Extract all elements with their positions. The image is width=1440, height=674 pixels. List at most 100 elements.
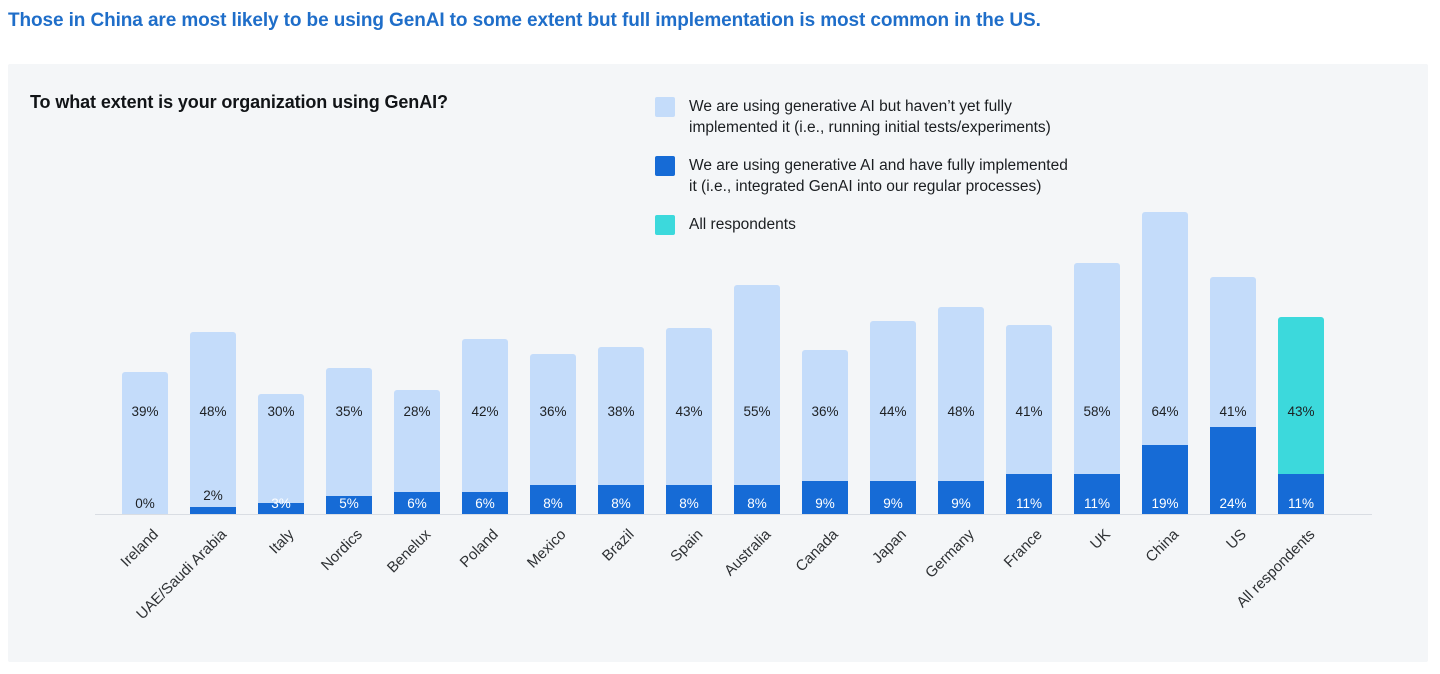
stacked-bar — [1278, 317, 1324, 514]
bar-segment-full — [1142, 444, 1188, 514]
bar-column: 48% 9% Germany — [922, 184, 995, 582]
x-axis-label: Ireland — [117, 526, 163, 571]
legend-item: We are using generative AI and have full… — [655, 155, 1068, 197]
bar-value-partial-label: 48% — [947, 404, 975, 419]
bar-segment-full — [190, 506, 236, 514]
bar-value-partial-label: 28% — [403, 404, 431, 419]
bar-value-partial-label: 39% — [131, 404, 159, 419]
legend-label: We are using generative AI but haven’t y… — [689, 98, 1051, 136]
bar-value-full-label: 6% — [407, 496, 427, 511]
bar-segment-full — [598, 484, 644, 514]
bar-value-full-label: 5% — [339, 496, 359, 511]
stacked-bar — [462, 339, 508, 514]
bar-segment-partial — [190, 332, 236, 507]
x-axis-label: Japan — [869, 526, 911, 567]
bar-column: 42% 6% Poland — [451, 184, 519, 571]
stacked-bar — [1074, 262, 1120, 514]
bar-value-full-label: 8% — [747, 496, 767, 511]
stacked-bar — [1142, 211, 1188, 514]
stacked-bar — [870, 321, 916, 514]
plot-area: 39% 0% Ireland 48% 2% UAE/Saudi Arabia 30% 3% It… — [8, 64, 1428, 662]
x-axis-label: France — [1000, 526, 1047, 572]
bar-segment-full — [1006, 473, 1052, 514]
x-axis-label: Nordics — [318, 526, 367, 574]
bar-segment-full — [1210, 426, 1256, 514]
bar-value-full-label: 8% — [543, 496, 563, 511]
bar-segment-full — [938, 481, 984, 514]
bar-segment-full — [394, 492, 440, 514]
bar-value-full-label: 3% — [271, 496, 291, 511]
legend-swatch-icon — [655, 156, 675, 176]
bar-column: 36% 9% Canada — [791, 184, 859, 575]
bar-segment-partial — [326, 368, 372, 496]
bar-column: 41% 24% US — [1199, 184, 1267, 553]
stacked-bar — [666, 328, 712, 514]
stacked-bar — [1006, 324, 1052, 514]
bar-segment-full — [1278, 473, 1324, 514]
bar-value-partial-label: 55% — [743, 404, 771, 419]
x-axis-label: Mexico — [524, 526, 571, 572]
bar-value-full-label: 11% — [1015, 496, 1043, 511]
bar-value-full-label: 8% — [679, 496, 699, 511]
x-axis-label: Poland — [456, 526, 503, 572]
stacked-bar — [530, 353, 576, 514]
bar-segment-partial — [1210, 277, 1256, 427]
bar-value-partial-label: 42% — [471, 404, 499, 419]
bar-segment-full — [462, 492, 508, 514]
x-axis-label: Australia — [720, 526, 775, 580]
bar-column: 44% 9% Japan — [859, 184, 927, 567]
x-axis-label: Brazil — [599, 526, 639, 565]
x-axis-label: Spain — [666, 526, 707, 566]
bar-segment-full — [530, 484, 576, 514]
legend-swatch-icon — [655, 215, 675, 235]
x-axis-line — [95, 514, 1372, 515]
bar-column: 30% 3% Italy — [247, 184, 315, 557]
bar-column: 43% 11% All respondents — [1233, 184, 1335, 611]
bar-value-full-label: 9% — [815, 496, 835, 511]
bar-value-full-label: 24% — [1219, 496, 1247, 511]
stacked-bar — [734, 284, 780, 514]
bar-value-partial-label: 36% — [539, 404, 567, 419]
legend-label: All respondents — [689, 216, 796, 233]
x-axis-label: UK — [1087, 526, 1115, 553]
bar-value-partial-label: 43% — [675, 404, 703, 419]
bar-segment-full — [870, 481, 916, 514]
bar-value-full-label: 8% — [611, 496, 631, 511]
legend: We are using generative AI but haven’t y… — [655, 96, 1068, 252]
bar-segment-partial — [666, 328, 712, 485]
bar-segment-partial — [938, 306, 984, 482]
bar-column: 39% 0% Ireland — [111, 184, 179, 570]
bar-segment-full — [326, 495, 372, 514]
bar-segment-partial — [870, 321, 916, 482]
bar-value-full-label: 9% — [951, 496, 971, 511]
bar-segment-partial — [1006, 324, 1052, 474]
bar-value-partial-label: 48% — [199, 404, 227, 419]
legend-item: All respondents — [655, 214, 1068, 235]
bar-series: 39% 0% Ireland 48% 2% UAE/Saudi Arabia 30% 3% It… — [111, 184, 1335, 623]
x-axis-label: China — [1142, 526, 1183, 566]
bar-segment-all-respondents — [1278, 317, 1324, 474]
x-axis-label: Benelux — [383, 526, 435, 577]
bar-value-full-label: 11% — [1083, 496, 1111, 511]
bar-segment-partial — [258, 393, 304, 504]
bar-segment-partial — [394, 390, 440, 493]
bar-segment-full — [666, 484, 712, 514]
bar-value-partial-label: 38% — [607, 404, 635, 419]
stacked-bar — [802, 350, 848, 514]
legend-label: We are using generative AI and have full… — [689, 157, 1068, 195]
bar-column: 48% 2% UAE/Saudi Arabia — [133, 184, 247, 623]
bar-value-partial-label: 58% — [1083, 404, 1111, 419]
stacked-bar — [326, 368, 372, 514]
bar-segment-partial — [734, 284, 780, 485]
bar-column: 55% 8% Australia — [721, 184, 791, 579]
bar-value-full-label: 19% — [1151, 496, 1179, 511]
bar-segment-partial — [1074, 262, 1120, 474]
bar-value-partial-label: 35% — [335, 404, 363, 419]
bar-segment-full — [1074, 473, 1120, 514]
bar-segment-partial — [462, 339, 508, 493]
bar-value-full-label: 9% — [883, 496, 903, 511]
bar-column: 35% 5% Nordics — [315, 184, 383, 574]
bar-segment-partial — [802, 350, 848, 482]
bar-column: 64% 19% China — [1131, 184, 1199, 566]
bar-segment-full — [802, 481, 848, 514]
